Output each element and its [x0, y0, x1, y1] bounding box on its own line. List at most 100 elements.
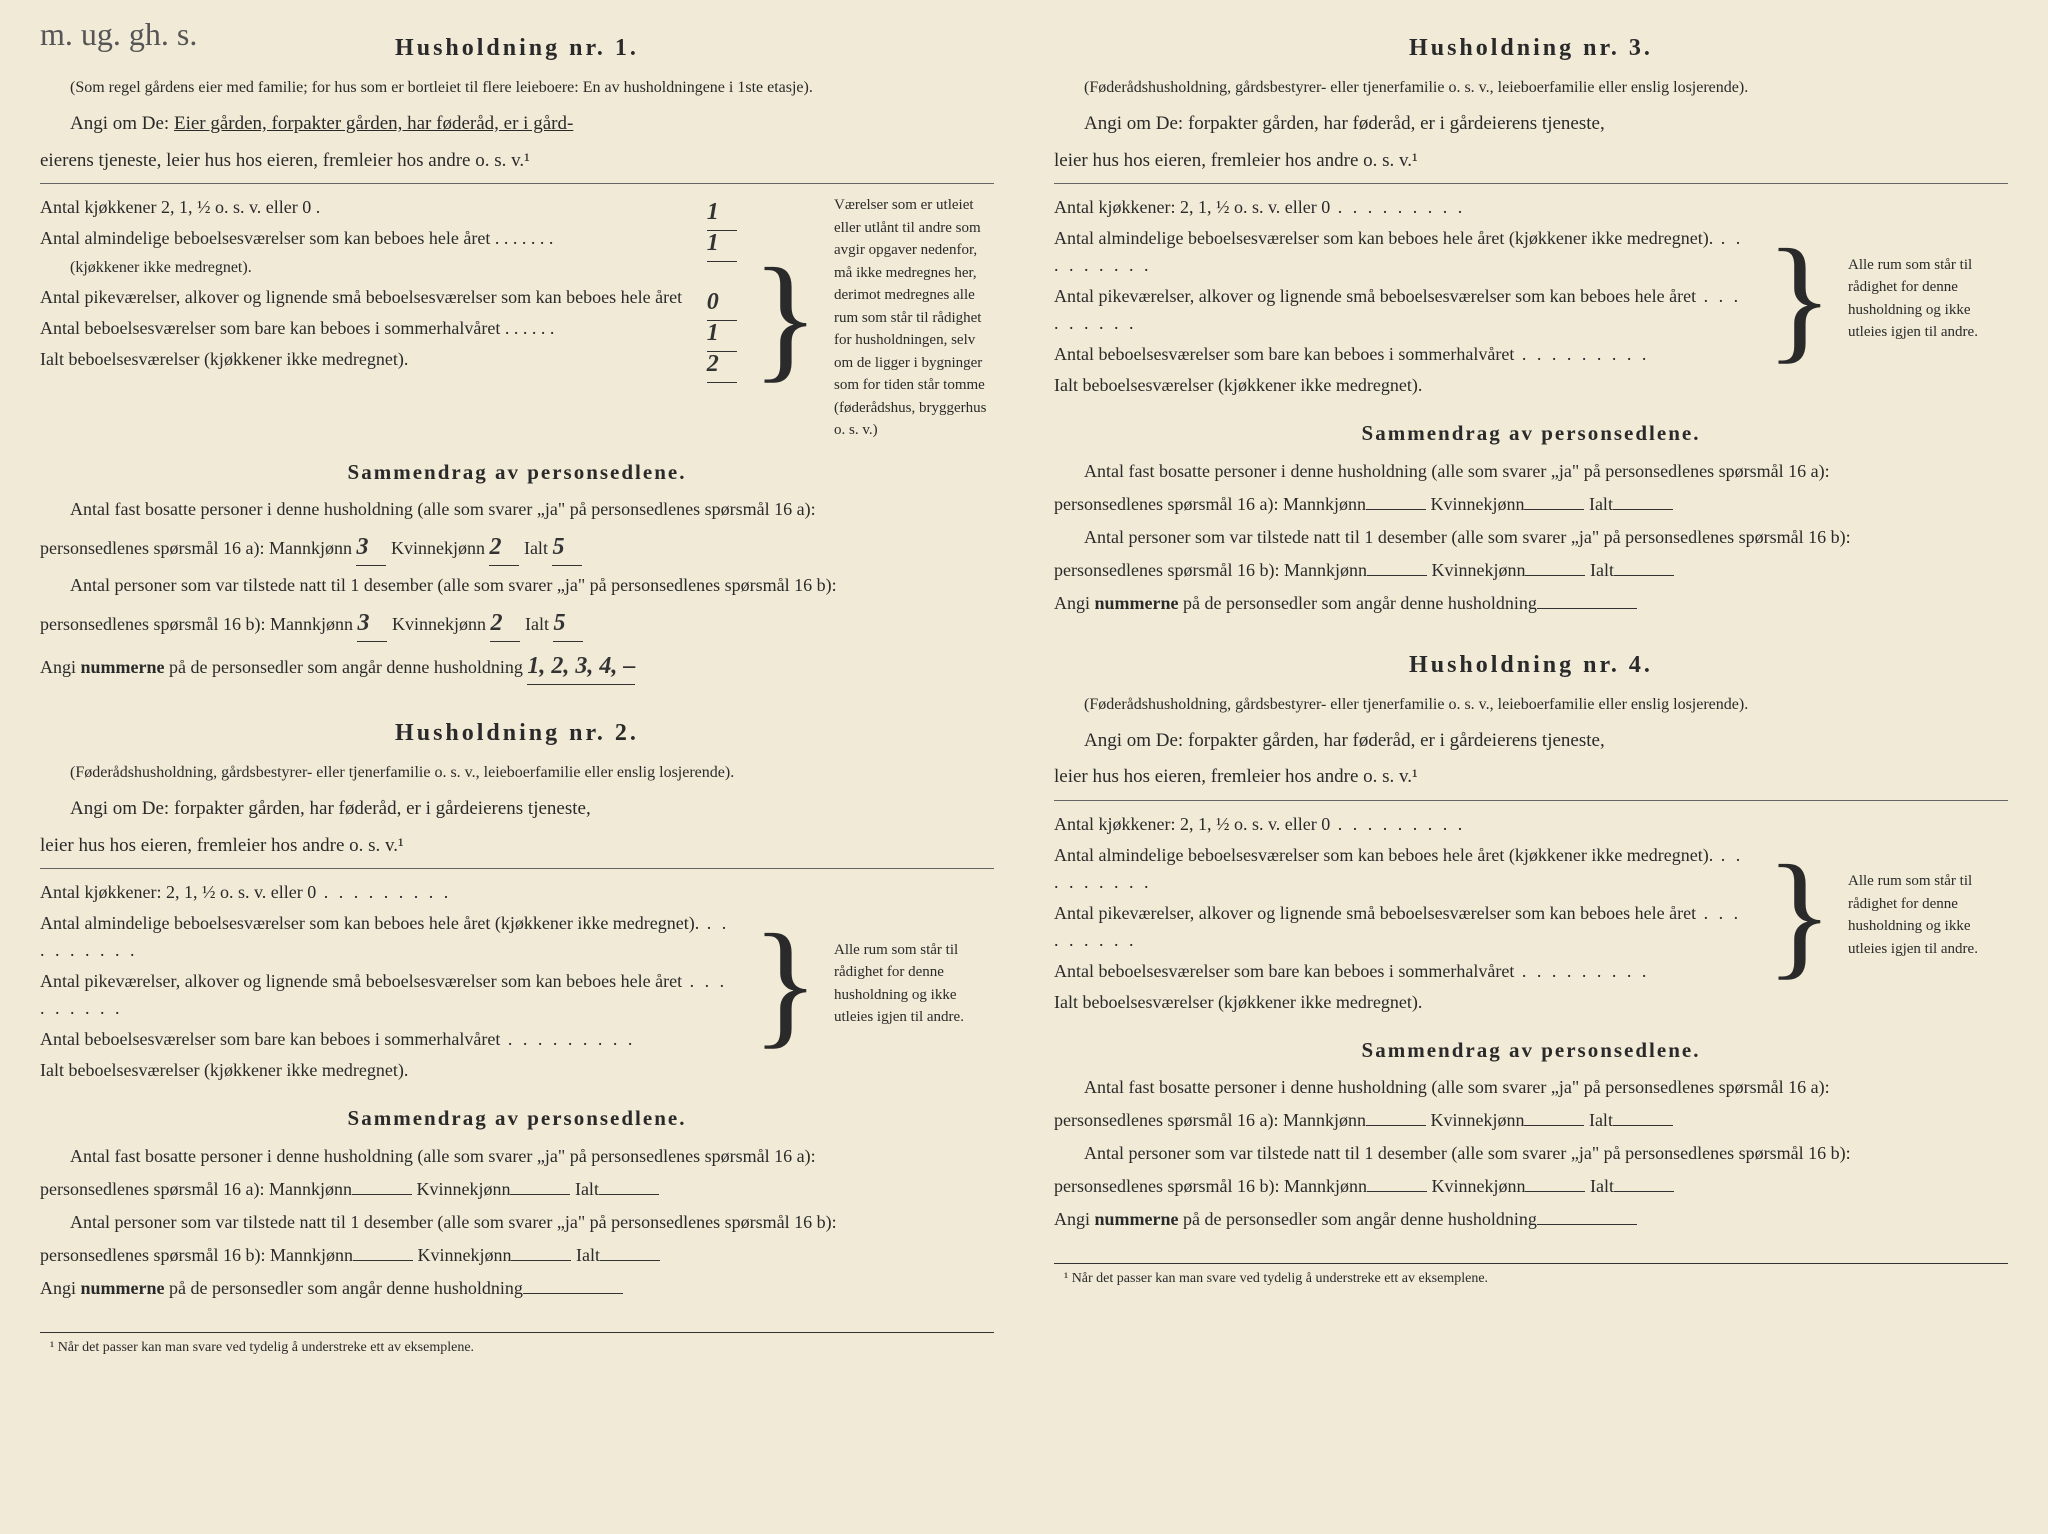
kvinne-4b: Kvinnekjønn — [1431, 1176, 1525, 1196]
household-3: Husholdning nr. 3. (Føderådshusholdning,… — [1054, 30, 2008, 617]
angi-text-2: forpakter gården, har føderåd, er i gård… — [174, 798, 591, 819]
household-1-angi: Angi om De: Eier gården, forpakter gårde… — [40, 110, 994, 139]
room-section-1: Antal kjøkkener 2, 1, ½ o. s. v. eller 0… — [40, 194, 994, 442]
nummerne-line: Angi nummerne på de personsedler som ang… — [40, 648, 994, 685]
mann-2b: Mannkjønn — [270, 1245, 353, 1265]
beboelse-label: Antal almindelige beboelsesværelser som … — [40, 228, 490, 248]
kvinne-16a: 2 — [489, 529, 519, 566]
brace-icon-3: } — [1766, 236, 1833, 362]
ialt-2: Ialt beboelsesværelser (kjøkkener ikke m… — [40, 1057, 737, 1084]
ialt-2b: Ialt — [576, 1245, 600, 1265]
pike-label: Antal pikeværelser, alkover og lignende … — [40, 287, 682, 307]
pike-2: Antal pikeværelser, alkover og lignende … — [40, 968, 737, 1022]
room-lines: Antal kjøkkener 2, 1, ½ o. s. v. eller 0… — [40, 194, 737, 442]
ialt-label-1: Ialt — [524, 538, 548, 558]
household-2-angi: Angi om De: forpakter gården, har føderå… — [40, 795, 994, 824]
kvinne-16b: 2 — [490, 605, 520, 642]
summary-16b-text: Antal personer som var tilstede natt til… — [40, 572, 994, 599]
household-3-angi: Angi om De: forpakter gården, har føderå… — [1054, 110, 2008, 139]
sidenote-4: Alle rum som står til rådighet for denne… — [1848, 870, 2008, 960]
kjokkener-3: Antal kjøkkener: 2, 1, ½ o. s. v. eller … — [1054, 194, 1751, 221]
divider-2 — [40, 868, 994, 869]
household-4-title: Husholdning nr. 4. — [1054, 647, 2008, 683]
mann-2: Mannkjønn — [269, 1179, 352, 1199]
room-lines-2: Antal kjøkkener: 2, 1, ½ o. s. v. eller … — [40, 879, 737, 1088]
room-section-2: Antal kjøkkener: 2, 1, ½ o. s. v. eller … — [40, 879, 994, 1088]
sommer-line: Antal beboelsesværelser som bare kan beb… — [40, 315, 737, 342]
household-4: Husholdning nr. 4. (Føderådshusholdning,… — [1054, 647, 2008, 1234]
household-2-angi-cont: leier hus hos eieren, fremleier hos andr… — [40, 832, 994, 861]
ialt-val: 2 — [707, 346, 737, 383]
kvinne-2b: Kvinnekjønn — [417, 1245, 511, 1265]
summary-title-1: Sammendrag av personsedlene. — [40, 457, 994, 489]
angi-prefix-4: Angi om De: — [1084, 730, 1188, 751]
mann-16a: 3 — [356, 529, 386, 566]
beboelse-line: Antal almindelige beboelsesværelser som … — [40, 225, 737, 252]
kjokkener-label: Antal kjøkkener 2, 1, ½ o. s. v. eller 0 — [40, 197, 311, 217]
household-1-subtitle: (Som regel gårdens eier med familie; for… — [40, 76, 994, 100]
angi-text-3: forpakter gården, har føderåd, er i gård… — [1188, 113, 1605, 134]
sidenote-1: Værelser som er utleiet eller utlånt til… — [834, 194, 994, 442]
right-page: Husholdning nr. 3. (Føderådshusholdning,… — [1054, 30, 2008, 1504]
ialt-line: Ialt beboelsesværelser (kjøkkener ikke m… — [40, 346, 737, 373]
kvinne-2: Kvinnekjønn — [416, 1179, 510, 1199]
ialt-16a: 5 — [552, 529, 582, 566]
nummerne-3: Angi nummerne på de personsedler som ang… — [1054, 590, 2008, 617]
kjokkener-line: Antal kjøkkener 2, 1, ½ o. s. v. eller 0… — [40, 194, 737, 221]
angi-text-4: forpakter gården, har føderåd, er i gård… — [1188, 730, 1605, 751]
footnote-right: ¹ Når det passer kan man svare ved tydel… — [1054, 1263, 2008, 1289]
summary-16b-fill: personsedlenes spørsmål 16 b): Mannkjønn… — [40, 605, 994, 642]
mann-label: Mannkjønn — [269, 538, 352, 558]
household-1: Husholdning nr. 1. (Som regel gårdens ei… — [40, 30, 994, 685]
household-4-angi-cont: leier hus hos eieren, fremleier hos andr… — [1054, 763, 2008, 792]
summary-16a-fill-4: personsedlenes spørsmål 16 a): Mannkjønn… — [1054, 1107, 2008, 1134]
divider-4 — [1054, 800, 2008, 801]
kjokkener-2: Antal kjøkkener: 2, 1, ½ o. s. v. eller … — [40, 879, 737, 906]
ialt-3l: Ialt — [1589, 494, 1613, 514]
household-4-angi: Angi om De: forpakter gården, har føderå… — [1054, 727, 2008, 756]
ialt-4b: Ialt — [1590, 1176, 1614, 1196]
mann-16b: 3 — [357, 605, 387, 642]
ialt-4: Ialt beboelsesværelser (kjøkkener ikke m… — [1054, 989, 1751, 1016]
mann-4: Mannkjønn — [1283, 1110, 1366, 1130]
kvinne-label-b: Kvinnekjønn — [392, 614, 486, 634]
household-2-subtitle: (Føderådshusholdning, gårdsbestyrer- ell… — [40, 761, 994, 785]
sidenote-2: Alle rum som står til rådighet for denne… — [834, 939, 994, 1029]
sommer-2: Antal beboelsesværelser som bare kan beb… — [40, 1026, 737, 1053]
divider-3 — [1054, 183, 2008, 184]
angi-prefix-2: Angi om De: — [70, 798, 174, 819]
ialt-2l: Ialt — [575, 1179, 599, 1199]
summary-16a-text: Antal fast bosatte personer i denne hush… — [40, 496, 994, 523]
pike-4: Antal pikeværelser, alkover og lignende … — [1054, 900, 1751, 954]
household-3-angi-cont: leier hus hos eieren, fremleier hos andr… — [1054, 147, 2008, 176]
summary-title-4: Sammendrag av personsedlene. — [1054, 1035, 2008, 1067]
beboelse-2: Antal almindelige beboelsesværelser som … — [40, 910, 737, 964]
household-2-title: Husholdning nr. 2. — [40, 715, 994, 751]
summary-title-2: Sammendrag av personsedlene. — [40, 1103, 994, 1135]
kjokkener-4: Antal kjøkkener: 2, 1, ½ o. s. v. eller … — [1054, 811, 1751, 838]
room-lines-3: Antal kjøkkener: 2, 1, ½ o. s. v. eller … — [1054, 194, 1751, 403]
household-2: Husholdning nr. 2. (Føderådshusholdning,… — [40, 715, 994, 1302]
room-section-4: Antal kjøkkener: 2, 1, ½ o. s. v. eller … — [1054, 811, 2008, 1020]
sommer-3: Antal beboelsesværelser som bare kan beb… — [1054, 341, 1751, 368]
summary-16a-fill-3: personsedlenes spørsmål 16 a): Mannkjønn… — [1054, 491, 2008, 518]
beboelse-4: Antal almindelige beboelsesværelser som … — [1054, 842, 1751, 896]
mann-3: Mannkjønn — [1283, 494, 1366, 514]
angi-prefix-3: Angi om De: — [1084, 113, 1188, 134]
angi-prefix: Angi om De: — [70, 113, 174, 134]
brace-icon-2: } — [752, 921, 819, 1047]
pike-3: Antal pikeværelser, alkover og lignende … — [1054, 283, 1751, 337]
summary-16a-fill-2: personsedlenes spørsmål 16 a): Mannkjønn… — [40, 1176, 994, 1203]
summary-16b-fill-3: personsedlenes spørsmål 16 b): Mannkjønn… — [1054, 557, 2008, 584]
beboelse-3: Antal almindelige beboelsesværelser som … — [1054, 225, 1751, 279]
divider — [40, 183, 994, 184]
kvinne-label: Kvinnekjønn — [391, 538, 485, 558]
pike-line: Antal pikeværelser, alkover og lignende … — [40, 284, 737, 311]
summary-16a-4: Antal fast bosatte personer i denne hush… — [1054, 1074, 2008, 1101]
mann-label-b: Mannkjønn — [270, 614, 353, 634]
kvinne-3b: Kvinnekjønn — [1431, 560, 1525, 580]
kvinne-3: Kvinnekjønn — [1430, 494, 1524, 514]
summary-16b-2: Antal personer som var tilstede natt til… — [40, 1209, 994, 1236]
summary-16a-3: Antal fast bosatte personer i denne hush… — [1054, 458, 2008, 485]
nummerne-2: Angi nummerne på de personsedler som ang… — [40, 1275, 994, 1302]
